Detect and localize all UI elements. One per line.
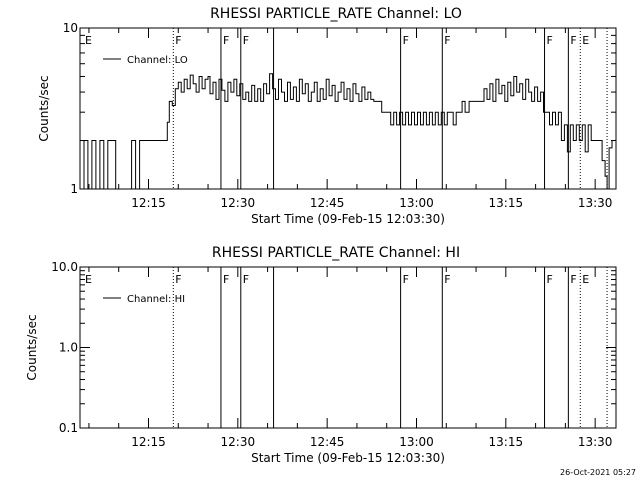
y-tick-label: 10.0	[51, 260, 78, 274]
legend-label: Channel: LO	[127, 55, 188, 66]
y-tick-label: 1.0	[59, 341, 78, 355]
event-marker-label: F	[243, 34, 249, 47]
x-axis-label: Start Time (09-Feb-15 12:03:30)	[251, 212, 445, 226]
legend-label: Channel: HI	[127, 294, 185, 305]
x-tick-label: 12:30	[221, 196, 256, 210]
event-marker-label: E	[85, 273, 92, 286]
y-tick-label: 1	[70, 182, 78, 196]
event-marker-label: F	[570, 34, 576, 47]
event-marker-label: E	[85, 34, 92, 47]
event-marker-label: F	[223, 34, 229, 47]
x-tick-label: 13:00	[399, 435, 434, 449]
x-tick-label: 12:45	[310, 196, 345, 210]
x-tick-label: 12:30	[221, 435, 256, 449]
y-axis-label: Counts/sec	[37, 75, 51, 141]
event-marker-label: F	[175, 34, 181, 47]
event-marker-label: E	[582, 34, 589, 47]
event-marker-label: F	[444, 273, 450, 286]
chart-title: RHESSI PARTICLE_RATE Channel: LO	[210, 6, 462, 22]
event-marker-label: F	[547, 34, 553, 47]
timestamp: 26-Oct-2021 05:27	[560, 468, 636, 477]
x-tick-label: 12:15	[131, 435, 166, 449]
x-tick-label: 13:00	[399, 196, 434, 210]
y-tick-label: 10	[63, 21, 78, 35]
plot-frame	[79, 266, 617, 429]
chart-title: RHESSI PARTICLE_RATE Channel: HI	[212, 245, 460, 261]
event-marker-label: F	[175, 273, 181, 286]
x-tick-label: 12:45	[310, 435, 345, 449]
event-marker-label: F	[403, 273, 409, 286]
event-marker-label: F	[223, 273, 229, 286]
panel-lo: RHESSI PARTICLE_RATE Channel: LO 1 10 12:15…	[37, 6, 617, 226]
event-marker-label: F	[403, 34, 409, 47]
plot-frame	[79, 27, 617, 190]
series-line-lo	[80, 73, 613, 189]
x-tick-label: 13:15	[489, 435, 524, 449]
x-axis-label: Start Time (09-Feb-15 12:03:30)	[251, 451, 445, 465]
event-marker-label: E	[582, 273, 589, 286]
event-marker-label: F	[243, 273, 249, 286]
x-tick-label: 13:30	[578, 196, 613, 210]
panel-hi: RHESSI PARTICLE_RATE Channel: HI 0.1 1.0 10…	[25, 245, 617, 465]
x-tick-label: 13:30	[578, 435, 613, 449]
x-tick-label: 12:15	[131, 196, 166, 210]
event-marker-label: F	[444, 34, 450, 47]
event-marker-label: F	[570, 273, 576, 286]
x-tick-label: 13:15	[489, 196, 524, 210]
y-axis-label: Counts/sec	[25, 314, 39, 380]
y-tick-label: 0.1	[59, 421, 78, 435]
event-marker-label: F	[547, 273, 553, 286]
